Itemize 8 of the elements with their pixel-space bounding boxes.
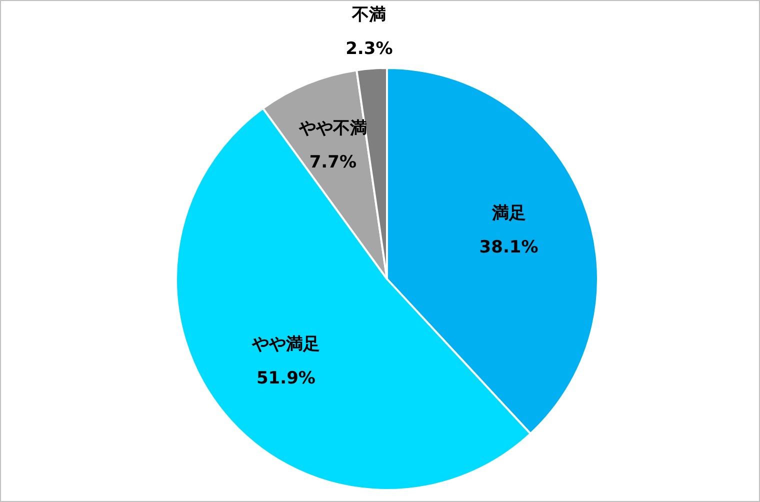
- data-label: 7.7%: [309, 152, 357, 173]
- slice-label: 不満: [351, 5, 386, 26]
- slice-label: やや不満: [298, 118, 367, 139]
- data-label: 51.9%: [256, 368, 316, 388]
- slice-label: やや満足: [250, 334, 320, 354]
- data-label: 2.3%: [346, 39, 393, 60]
- data-label: 38.1%: [479, 238, 538, 258]
- slice-label: 満足: [490, 204, 526, 224]
